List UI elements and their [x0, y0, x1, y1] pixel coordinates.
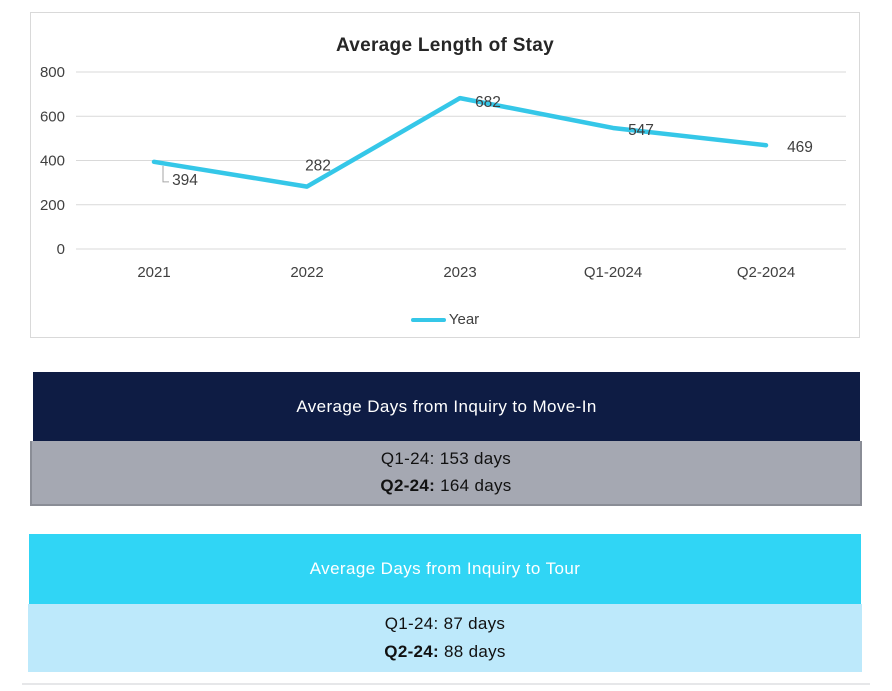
legend-line-swatch — [410, 317, 446, 322]
x-axis-tick-label: 2023 — [443, 264, 476, 281]
line-chart: 0 200 400 600 800 2021 2022 2023 Q1-2024 Q2-2024 3… — [40, 64, 846, 281]
tour-q1-line: Q1-24: 87 days — [385, 614, 505, 634]
y-axis-tick-label: 600 — [40, 108, 65, 125]
y-axis-tick-label: 800 — [40, 64, 65, 81]
x-axis-tick-label: Q2-2024 — [737, 264, 795, 281]
series-line — [151, 95, 769, 189]
move-in-q1-label: Q1-24: — [380, 448, 435, 468]
move-in-header-text: Average Days from Inquiry to Move-In — [296, 396, 597, 416]
x-axis-tick-label: 2021 — [137, 264, 170, 281]
y-axis-tick-label: 200 — [40, 197, 65, 214]
tour-q2-label: Q2-24: — [384, 641, 440, 661]
tour-q1-label: Q1-24: — [384, 614, 439, 634]
bottom-divider — [22, 683, 870, 685]
data-label: 547 — [628, 122, 654, 139]
data-label: 682 — [475, 94, 501, 111]
chart-legend: Year — [31, 311, 859, 328]
move-in-q1-value: 153 days — [434, 448, 512, 468]
y-axis-tick-label: 0 — [57, 241, 65, 258]
legend-series-label: Year — [448, 311, 480, 328]
y-axis-tick-label: 400 — [40, 153, 65, 170]
data-label: 282 — [305, 158, 331, 175]
x-axis-tick-label: Q1-2024 — [584, 264, 642, 281]
move-in-q1-line: Q1-24: 153 days — [381, 449, 511, 469]
move-in-q2-label: Q2-24: — [380, 476, 436, 495]
x-axis-tick-label: 2022 — [290, 264, 323, 281]
data-label: 469 — [787, 139, 813, 156]
tour-q2-line: Q2-24: 88 days — [384, 642, 505, 662]
data-label: 394 — [172, 172, 198, 189]
move-in-card-header: Average Days from Inquiry to Move-In — [33, 372, 860, 441]
tour-header-text: Average Days from Inquiry to Tour — [309, 559, 581, 578]
tour-q2-value: 88 days — [439, 641, 506, 661]
move-in-q2-line: Q2-24: 164 days — [380, 476, 511, 496]
tour-card-header: Average Days from Inquiry to Tour — [29, 534, 861, 604]
move-in-card-body: Q1-24: 153 days Q2-24: 164 days — [30, 441, 862, 506]
length-of-stay-chart-card: 0 200 400 600 800 2021 2022 2023 Q1-2024 Q2-2024 3… — [30, 12, 860, 338]
move-in-q2-value: 164 days — [435, 476, 512, 495]
data-label-leader — [162, 165, 169, 183]
chart-title: Average Length of Stay — [335, 35, 555, 56]
tour-q1-value: 87 days — [438, 614, 506, 634]
tour-card-body: Q1-24: 87 days Q2-24: 88 days — [28, 604, 862, 672]
